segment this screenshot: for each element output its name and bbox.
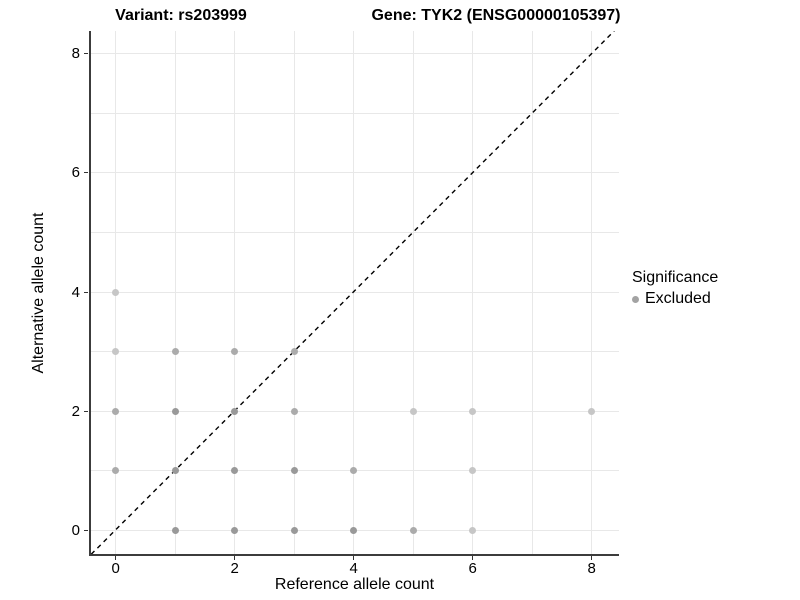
identity-line-svg [90,31,615,554]
gridline-y-5 [90,232,619,233]
data-point [231,407,239,415]
x-tick-4 [353,556,355,560]
y-tick-8 [84,53,88,55]
legend-item-label: Excluded [645,290,711,307]
data-point [350,467,358,475]
y-tick-2 [84,410,88,412]
data-point [171,407,179,415]
gridline-x-5 [412,31,414,554]
x-tick-label-8: 8 [587,560,596,577]
y-tick-label-0: 0 [71,522,80,539]
x-axis-title: Reference allele count [274,576,435,593]
gridline-y-3 [90,351,619,353]
data-point [171,467,179,475]
data-point [350,527,358,534]
gridline-x-6 [472,31,474,554]
variant-title: Variant: rs203999 [115,7,247,24]
y-tick-0 [84,530,88,531]
data-point [290,348,298,356]
gridline-y-8 [90,53,619,55]
data-point [171,527,179,534]
x-tick-label-2: 2 [230,560,239,577]
data-point [231,467,239,475]
y-axis-title: Alternative allele count [30,212,47,374]
data-point [469,407,477,415]
identity-line [90,31,615,554]
x-tick-label-6: 6 [468,560,477,577]
x-tick-label-4: 4 [349,560,358,577]
y-tick-label-2: 2 [71,402,80,420]
data-point [231,527,239,534]
data-point [290,407,298,415]
data-point [290,527,298,534]
x-tick-label-0: 0 [111,560,120,577]
gridline-x-8 [591,31,593,554]
x-tick-8 [591,556,593,560]
gridline-y-7 [90,112,619,114]
y-tick-label-8: 8 [71,45,80,63]
y-tick-6 [84,172,88,174]
data-point [231,348,239,356]
data-point [469,467,477,475]
legend-title: Significance [632,269,719,286]
data-point [469,527,477,534]
data-point [171,348,179,356]
data-point [112,467,120,475]
data-point [588,407,596,415]
data-point [409,527,417,534]
gridline-y-6 [90,172,619,174]
y-tick-label-6: 6 [71,164,80,182]
gridline-x-7 [531,31,533,554]
plot-panel [90,31,619,554]
x-tick-6 [472,556,474,560]
y-tick-label-4: 4 [71,283,80,301]
data-point [112,407,120,415]
excluded-point-icon [632,296,639,303]
gene-title: Gene: TYK2 (ENSG00000105397) [371,7,621,24]
y-tick-4 [84,291,88,293]
legend: Significance Excluded [630,269,718,308]
legend-item-excluded: Excluded [630,290,718,308]
y-axis-line [89,31,91,556]
data-point [112,348,120,356]
x-axis-line [89,554,619,556]
data-point [112,288,120,296]
data-point [290,467,298,475]
x-tick-2 [234,556,236,560]
data-point [409,407,417,415]
gridline-y-4 [90,291,619,293]
x-tick-0 [115,556,117,560]
gridline-y-2 [90,410,619,412]
